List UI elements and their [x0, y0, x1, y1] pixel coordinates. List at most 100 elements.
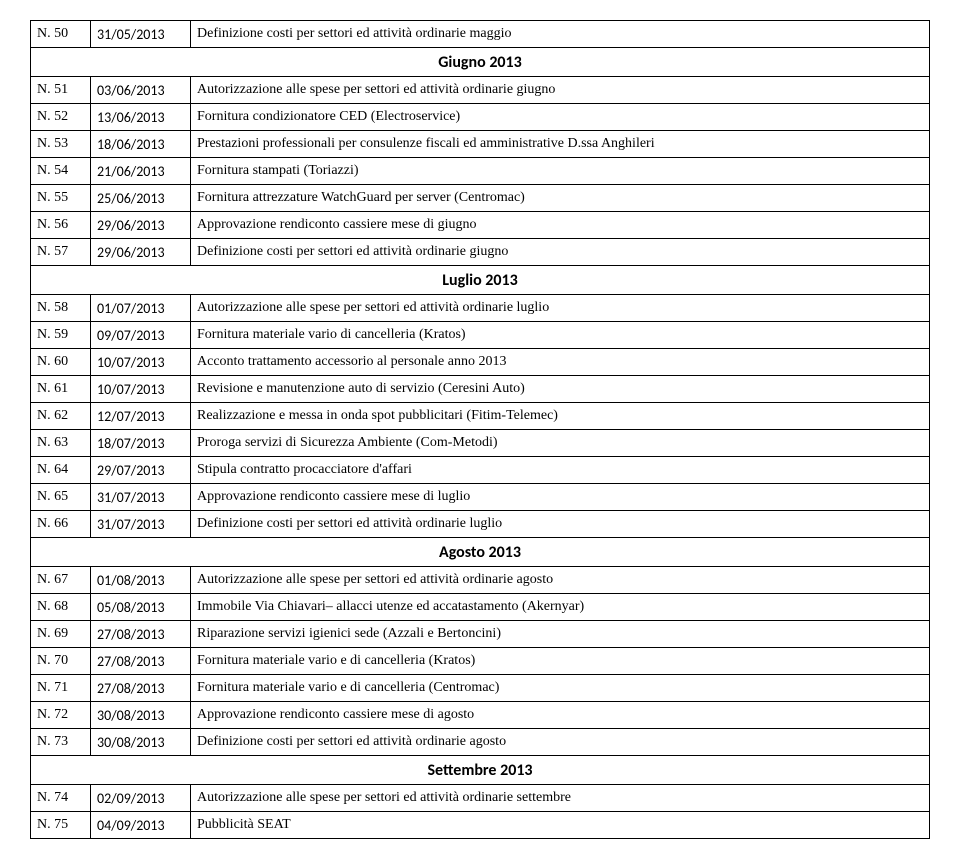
row-date: 09/07/2013: [91, 322, 191, 349]
row-date: 27/08/2013: [91, 675, 191, 702]
row-description: Fornitura condizionatore CED (Electroser…: [191, 104, 930, 131]
row-number: N. 74: [31, 785, 91, 812]
row-number: N. 69: [31, 621, 91, 648]
row-date: 30/08/2013: [91, 729, 191, 756]
section-header-label: Luglio 2013: [31, 266, 930, 295]
table-row: N. 6212/07/2013Realizzazione e messa in …: [31, 403, 930, 430]
row-description: Fornitura materiale vario e di canceller…: [191, 648, 930, 675]
row-date: 04/09/2013: [91, 812, 191, 839]
row-number: N. 60: [31, 349, 91, 376]
table-row: N. 5031/05/2013Definizione costi per set…: [31, 21, 930, 48]
row-date: 10/07/2013: [91, 349, 191, 376]
table-row: N. 6701/08/2013Autorizzazione alle spese…: [31, 567, 930, 594]
row-number: N. 51: [31, 77, 91, 104]
row-description: Proroga servizi di Sicurezza Ambiente (C…: [191, 430, 930, 457]
row-date: 27/08/2013: [91, 648, 191, 675]
table-row: N. 5318/06/2013Prestazioni professionali…: [31, 131, 930, 158]
row-description: Riparazione servizi igienici sede (Azzal…: [191, 621, 930, 648]
table-row: N. 5909/07/2013Fornitura materiale vario…: [31, 322, 930, 349]
row-number: N. 73: [31, 729, 91, 756]
row-date: 05/08/2013: [91, 594, 191, 621]
row-number: N. 66: [31, 511, 91, 538]
row-description: Autorizzazione alle spese per settori ed…: [191, 567, 930, 594]
row-date: 02/09/2013: [91, 785, 191, 812]
row-description: Acconto trattamento accessorio al person…: [191, 349, 930, 376]
row-date: 13/06/2013: [91, 104, 191, 131]
table-row: N. 6631/07/2013Definizione costi per set…: [31, 511, 930, 538]
row-date: 30/08/2013: [91, 702, 191, 729]
table-row: N. 7402/09/2013Autorizzazione alle spese…: [31, 785, 930, 812]
table-row: N. 7504/09/2013Pubblicità SEAT: [31, 812, 930, 839]
row-number: N. 58: [31, 295, 91, 322]
row-number: N. 52: [31, 104, 91, 131]
row-date: 01/07/2013: [91, 295, 191, 322]
row-description: Definizione costi per settori ed attivit…: [191, 21, 930, 48]
row-date: 03/06/2013: [91, 77, 191, 104]
row-description: Autorizzazione alle spese per settori ed…: [191, 295, 930, 322]
row-number: N. 54: [31, 158, 91, 185]
row-number: N. 64: [31, 457, 91, 484]
section-header: Giugno 2013: [31, 48, 930, 77]
table-row: N. 6927/08/2013Riparazione servizi igien…: [31, 621, 930, 648]
row-description: Fornitura materiale vario e di canceller…: [191, 675, 930, 702]
row-number: N. 68: [31, 594, 91, 621]
row-description: Definizione costi per settori ed attivit…: [191, 511, 930, 538]
row-description: Immobile Via Chiavari– allacci utenze ed…: [191, 594, 930, 621]
row-description: Prestazioni professionali per consulenze…: [191, 131, 930, 158]
table-row: N. 6805/08/2013Immobile Via Chiavari– al…: [31, 594, 930, 621]
section-header: Luglio 2013: [31, 266, 930, 295]
section-header: Agosto 2013: [31, 538, 930, 567]
row-description: Definizione costi per settori ed attivit…: [191, 729, 930, 756]
row-number: N. 55: [31, 185, 91, 212]
row-date: 10/07/2013: [91, 376, 191, 403]
section-header-label: Giugno 2013: [31, 48, 930, 77]
section-header: Settembre 2013: [31, 756, 930, 785]
table-row: N. 7027/08/2013Fornitura materiale vario…: [31, 648, 930, 675]
table-row: N. 5801/07/2013Autorizzazione alle spese…: [31, 295, 930, 322]
row-date: 27/08/2013: [91, 621, 191, 648]
row-date: 18/07/2013: [91, 430, 191, 457]
row-date: 31/05/2013: [91, 21, 191, 48]
row-description: Autorizzazione alle spese per settori ed…: [191, 785, 930, 812]
row-number: N. 61: [31, 376, 91, 403]
table-row: N. 5421/06/2013Fornitura stampati (Toria…: [31, 158, 930, 185]
row-description: Revisione e manutenzione auto di servizi…: [191, 376, 930, 403]
row-description: Autorizzazione alle spese per settori ed…: [191, 77, 930, 104]
row-number: N. 50: [31, 21, 91, 48]
row-date: 31/07/2013: [91, 484, 191, 511]
row-date: 29/07/2013: [91, 457, 191, 484]
row-date: 29/06/2013: [91, 212, 191, 239]
row-number: N. 59: [31, 322, 91, 349]
table-row: N. 7127/08/2013Fornitura materiale vario…: [31, 675, 930, 702]
table-row: N. 7330/08/2013Definizione costi per set…: [31, 729, 930, 756]
row-date: 01/08/2013: [91, 567, 191, 594]
row-date: 25/06/2013: [91, 185, 191, 212]
row-description: Approvazione rendiconto cassiere mese di…: [191, 212, 930, 239]
table-row: N. 6318/07/2013Proroga servizi di Sicure…: [31, 430, 930, 457]
table-row: N. 7230/08/2013Approvazione rendiconto c…: [31, 702, 930, 729]
row-number: N. 62: [31, 403, 91, 430]
table-row: N. 6110/07/2013Revisione e manutenzione …: [31, 376, 930, 403]
row-number: N. 57: [31, 239, 91, 266]
section-header-label: Settembre 2013: [31, 756, 930, 785]
section-header-label: Agosto 2013: [31, 538, 930, 567]
document-table: N. 5031/05/2013Definizione costi per set…: [30, 20, 930, 839]
row-number: N. 53: [31, 131, 91, 158]
row-description: Approvazione rendiconto cassiere mese di…: [191, 484, 930, 511]
table-row: N. 5729/06/2013Definizione costi per set…: [31, 239, 930, 266]
row-number: N. 70: [31, 648, 91, 675]
row-number: N. 63: [31, 430, 91, 457]
row-date: 29/06/2013: [91, 239, 191, 266]
row-number: N. 67: [31, 567, 91, 594]
row-description: Definizione costi per settori ed attivit…: [191, 239, 930, 266]
row-description: Fornitura materiale vario di cancelleria…: [191, 322, 930, 349]
table-row: N. 5213/06/2013Fornitura condizionatore …: [31, 104, 930, 131]
table-row: N. 5525/06/2013Fornitura attrezzature Wa…: [31, 185, 930, 212]
row-number: N. 72: [31, 702, 91, 729]
row-number: N. 56: [31, 212, 91, 239]
row-date: 21/06/2013: [91, 158, 191, 185]
row-number: N. 65: [31, 484, 91, 511]
table-row: N. 6010/07/2013Acconto trattamento acces…: [31, 349, 930, 376]
row-date: 12/07/2013: [91, 403, 191, 430]
row-description: Stipula contratto procacciatore d'affari: [191, 457, 930, 484]
